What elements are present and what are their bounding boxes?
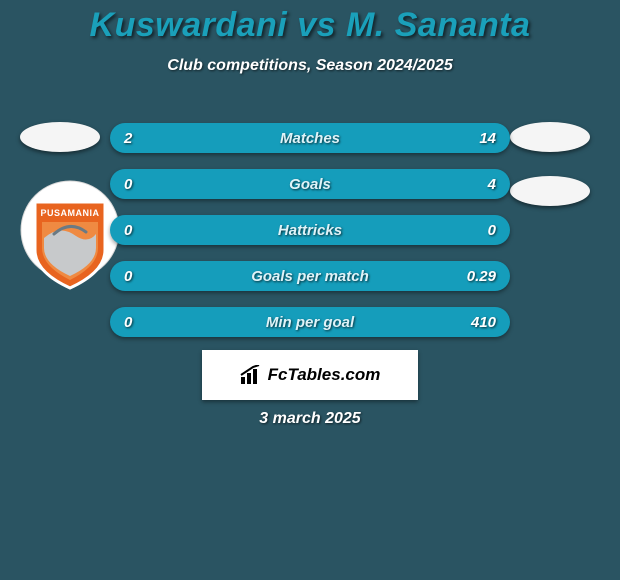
stat-row: 0Goals4 (110, 169, 510, 199)
stat-label: Hattricks (110, 222, 510, 239)
brand-box: FcTables.com (202, 350, 418, 400)
bar-chart-icon (240, 365, 262, 385)
player-b-avatar (510, 122, 590, 152)
stat-label: Goals per match (110, 268, 510, 285)
player-a-name: Kuswardani (90, 6, 288, 44)
subtitle: Club competitions, Season 2024/2025 (0, 57, 620, 75)
stat-left-value: 0 (124, 176, 132, 193)
club-badge-label: PUSAMANIA (40, 208, 99, 218)
stat-right-value: 14 (479, 130, 496, 147)
vs-separator: vs (297, 6, 336, 44)
stat-label: Min per goal (110, 314, 510, 331)
stat-label: Goals (110, 176, 510, 193)
player-b-club-avatar (510, 176, 590, 206)
stat-left-value: 0 (124, 314, 132, 331)
comparison-title: Kuswardani vs M. Sananta (0, 0, 620, 45)
stat-label: Matches (110, 130, 510, 147)
stat-right-value: 410 (471, 314, 496, 331)
stat-right-value: 0 (488, 222, 496, 239)
player-a-avatar (20, 122, 100, 152)
stat-left-value: 2 (124, 130, 132, 147)
footer-date: 3 march 2025 (0, 410, 620, 428)
stat-row: 0Goals per match0.29 (110, 261, 510, 291)
stats-table: 2Matches140Goals40Hattricks00Goals per m… (110, 123, 510, 353)
stat-row: 0Min per goal410 (110, 307, 510, 337)
stat-row: 0Hattricks0 (110, 215, 510, 245)
stat-left-value: 0 (124, 268, 132, 285)
player-b-name: M. Sananta (346, 6, 530, 44)
stat-right-value: 4 (488, 176, 496, 193)
stat-left-value: 0 (124, 222, 132, 239)
player-a-club-badge: PUSAMANIA (20, 180, 120, 294)
stat-right-value: 0.29 (467, 268, 496, 285)
stat-row: 2Matches14 (110, 123, 510, 153)
brand-text: FcTables.com (268, 365, 381, 385)
